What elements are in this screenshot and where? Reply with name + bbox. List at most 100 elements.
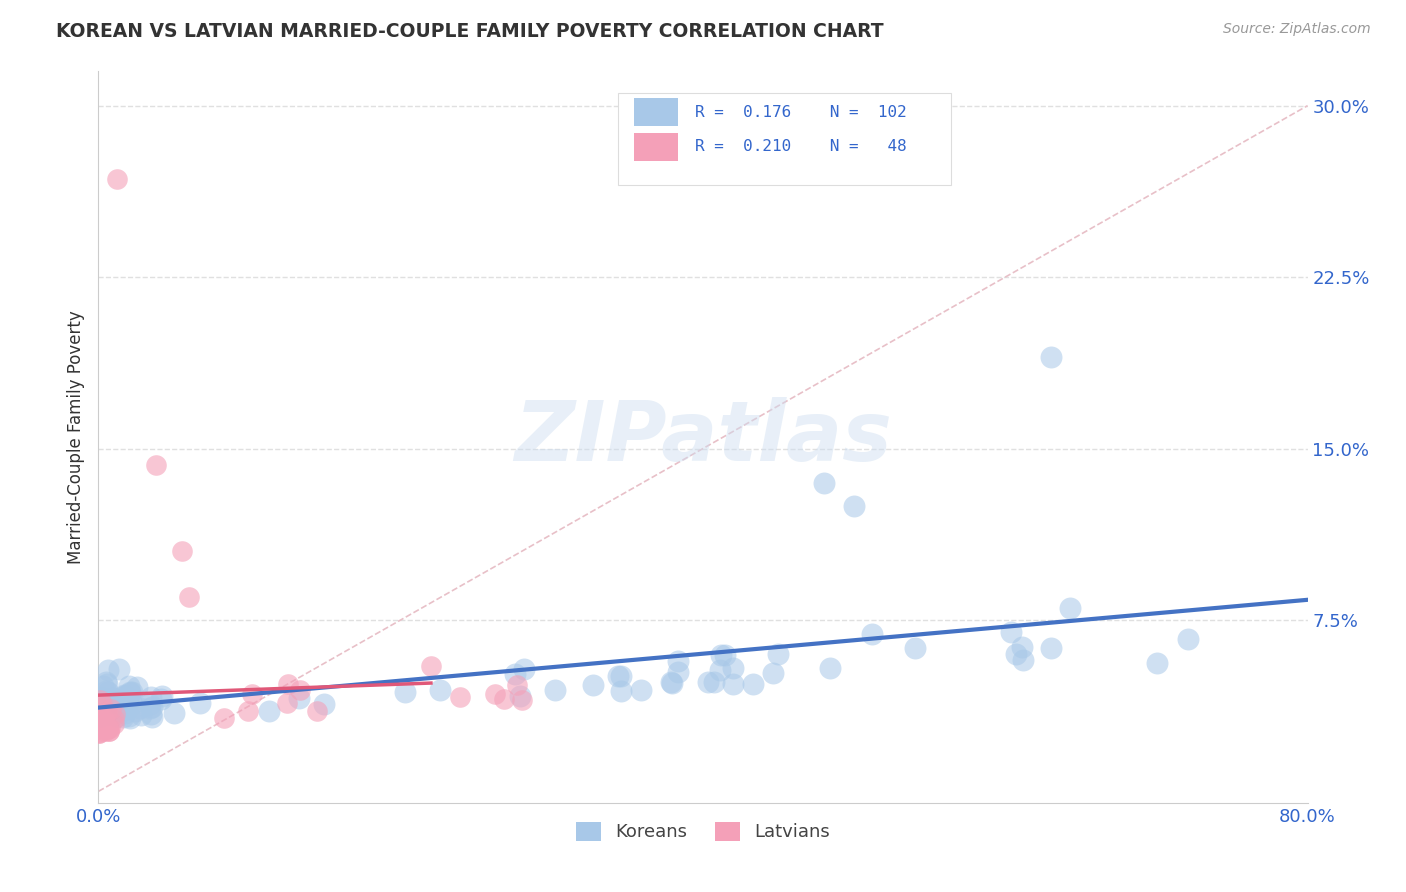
Point [170, 544, 193, 558]
Point [101, 699, 124, 714]
Point [117, 690, 139, 705]
Point [94, 684, 117, 698]
Point [96, 704, 118, 718]
Point [96, 705, 118, 719]
Point [110, 693, 132, 707]
Point [87, 725, 110, 739]
Point [188, 696, 211, 710]
Point [96, 722, 118, 736]
Point [141, 699, 163, 714]
Point [714, 648, 737, 663]
Point [420, 658, 443, 673]
Point [93, 718, 115, 732]
Point [105, 703, 128, 717]
Point [90, 697, 112, 711]
Point [91, 691, 114, 706]
Point [100, 705, 122, 719]
Point [89, 716, 111, 731]
Point [492, 691, 515, 706]
Point [139, 701, 162, 715]
Point [1177, 632, 1199, 647]
Point [610, 669, 633, 683]
Text: ZIPatlas: ZIPatlas [515, 397, 891, 477]
Point [97, 723, 120, 738]
Point [510, 693, 533, 707]
Point [509, 689, 531, 703]
Point [91, 679, 114, 693]
Point [120, 711, 142, 725]
Point [139, 706, 162, 721]
Point [276, 696, 298, 710]
Point [90, 714, 112, 728]
Point [110, 696, 132, 710]
Point [212, 711, 235, 725]
Point [108, 662, 131, 676]
Point [105, 171, 128, 186]
Point [813, 475, 835, 490]
Point [121, 697, 143, 711]
Point [112, 689, 135, 703]
Point [87, 714, 110, 728]
Point [607, 669, 630, 683]
Point [277, 677, 299, 691]
Point [844, 499, 866, 513]
Point [697, 675, 720, 690]
Point [484, 688, 506, 702]
FancyBboxPatch shape [619, 94, 950, 185]
Point [103, 691, 125, 706]
Point [1146, 656, 1168, 670]
Point [236, 704, 259, 718]
Point [1059, 600, 1081, 615]
Point [163, 706, 186, 721]
Point [1039, 350, 1062, 364]
Point [1011, 640, 1033, 654]
Point [89, 725, 111, 739]
Point [762, 666, 785, 681]
Point [125, 680, 148, 694]
Point [766, 647, 789, 661]
Point [257, 704, 280, 718]
Point [305, 704, 328, 718]
Point [89, 714, 111, 728]
Point [98, 723, 121, 738]
Point [149, 691, 172, 706]
Point [97, 706, 120, 721]
Point [710, 648, 733, 662]
Point [100, 702, 122, 716]
Point [87, 726, 110, 740]
Point [118, 686, 141, 700]
Point [288, 690, 311, 705]
Point [121, 685, 143, 699]
Point [179, 590, 201, 604]
Point [89, 722, 111, 736]
Point [103, 716, 125, 731]
Point [105, 709, 128, 723]
Point [112, 703, 135, 717]
Point [112, 699, 135, 714]
Point [114, 706, 136, 720]
Point [112, 709, 135, 723]
Point [103, 712, 125, 726]
Point [312, 697, 335, 711]
Point [150, 689, 173, 703]
Point [97, 721, 120, 735]
Point [117, 696, 139, 710]
Point [94, 724, 117, 739]
Point [429, 682, 451, 697]
Text: KOREAN VS LATVIAN MARRIED-COUPLE FAMILY POVERTY CORRELATION CHART: KOREAN VS LATVIAN MARRIED-COUPLE FAMILY … [56, 22, 884, 41]
Point [129, 708, 152, 723]
Point [91, 697, 114, 711]
Point [98, 721, 121, 735]
Point [449, 690, 471, 704]
Legend: Koreans, Latvians: Koreans, Latvians [568, 814, 838, 848]
Point [93, 712, 115, 726]
Point [101, 692, 124, 706]
Point [630, 682, 652, 697]
Point [118, 679, 141, 693]
Point [90, 696, 112, 710]
Point [89, 714, 111, 728]
Point [610, 684, 633, 698]
Point [506, 678, 529, 692]
Point [97, 663, 120, 677]
Point [723, 660, 745, 674]
